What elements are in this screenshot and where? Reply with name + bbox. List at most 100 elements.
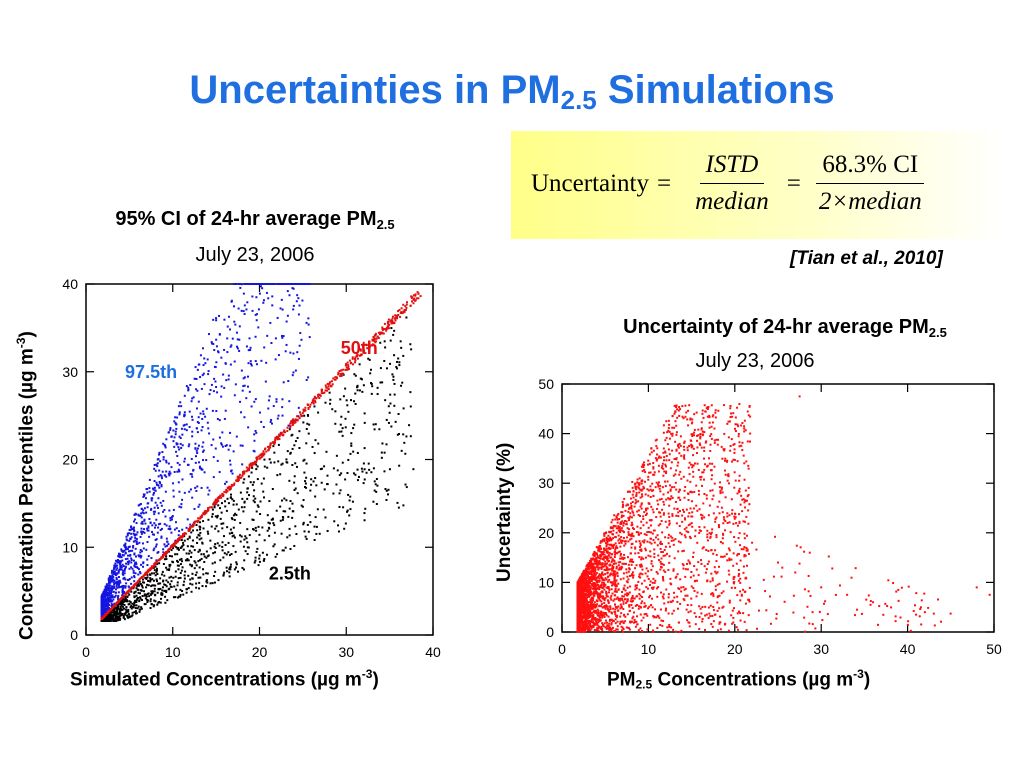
- data-point: [276, 438, 279, 441]
- data-point: [734, 516, 737, 519]
- data-point: [167, 431, 170, 434]
- data-point: [718, 525, 721, 528]
- data-point: [113, 604, 116, 607]
- data-point: [174, 421, 177, 424]
- data-point: [268, 458, 271, 461]
- data-point: [638, 556, 641, 559]
- data-point: [259, 513, 262, 516]
- data-point: [632, 511, 635, 514]
- data-point: [260, 482, 263, 485]
- data-point: [179, 572, 182, 575]
- data-point: [663, 470, 666, 473]
- data-point: [230, 552, 233, 555]
- data-point: [268, 445, 271, 448]
- data-point: [364, 507, 367, 510]
- data-point: [227, 448, 230, 451]
- data-point: [183, 411, 186, 414]
- data-point: [125, 535, 128, 538]
- data-point: [404, 483, 407, 486]
- x-tick-label: 40: [900, 641, 916, 657]
- data-point: [220, 442, 223, 445]
- data-point: [241, 474, 244, 477]
- data-point: [208, 489, 211, 492]
- data-point: [161, 589, 164, 592]
- data-point: [195, 520, 198, 523]
- data-point: [396, 501, 399, 504]
- data-point: [591, 587, 594, 590]
- data-point: [298, 446, 301, 449]
- data-point: [347, 365, 350, 368]
- data-point: [614, 622, 617, 625]
- data-point: [660, 497, 663, 500]
- data-point: [657, 456, 660, 459]
- data-point: [170, 435, 173, 438]
- data-point: [196, 447, 199, 450]
- data-point: [153, 590, 156, 593]
- data-point: [154, 469, 157, 472]
- data-point: [226, 526, 229, 529]
- data-point: [286, 290, 289, 293]
- data-point: [279, 283, 282, 285]
- data-point: [327, 385, 330, 388]
- data-point: [130, 590, 133, 593]
- data-point: [165, 566, 168, 569]
- data-point: [154, 545, 157, 548]
- data-point: [165, 589, 168, 592]
- data-point: [604, 597, 607, 600]
- data-point: [705, 568, 708, 571]
- data-point: [332, 467, 335, 470]
- data-point: [657, 554, 660, 557]
- data-point: [663, 459, 666, 462]
- data-point: [106, 603, 109, 606]
- data-point: [698, 526, 701, 529]
- data-point: [597, 611, 600, 614]
- data-point: [651, 508, 654, 511]
- data-point: [114, 562, 117, 565]
- data-point: [281, 518, 284, 521]
- data-point: [290, 420, 293, 423]
- data-point: [708, 462, 711, 465]
- data-point: [648, 453, 651, 456]
- data-point: [153, 599, 156, 602]
- data-point: [207, 370, 210, 373]
- data-point: [168, 474, 171, 477]
- data-point: [640, 507, 643, 510]
- data-point: [139, 608, 142, 611]
- data-point: [160, 485, 163, 488]
- data-point: [188, 410, 191, 413]
- data-point: [149, 598, 152, 601]
- data-point: [305, 486, 308, 489]
- data-point: [661, 465, 664, 468]
- data-point: [345, 399, 348, 402]
- data-point: [155, 578, 158, 581]
- data-point: [244, 283, 247, 285]
- data-point: [616, 521, 619, 524]
- data-point: [263, 346, 266, 349]
- data-point: [706, 562, 709, 565]
- data-point: [695, 452, 698, 455]
- data-point: [592, 570, 595, 573]
- data-point: [213, 545, 216, 548]
- data-point: [387, 421, 390, 424]
- data-point: [615, 567, 618, 570]
- data-point: [221, 445, 224, 448]
- data-point: [130, 576, 133, 579]
- data-point: [270, 518, 273, 521]
- data-point: [195, 582, 198, 585]
- data-point: [224, 362, 227, 365]
- data-point: [611, 558, 614, 561]
- data-point: [113, 583, 116, 586]
- data-point: [204, 362, 207, 365]
- data-point: [208, 393, 211, 396]
- data-point: [746, 495, 749, 498]
- data-point: [334, 422, 337, 425]
- data-point: [167, 462, 170, 465]
- data-point: [170, 531, 173, 534]
- data-point: [178, 505, 181, 508]
- data-point: [719, 541, 722, 544]
- data-point: [647, 478, 650, 481]
- data-point: [177, 405, 180, 408]
- data-point: [152, 566, 155, 569]
- data-point: [656, 595, 659, 598]
- data-point: [398, 364, 401, 367]
